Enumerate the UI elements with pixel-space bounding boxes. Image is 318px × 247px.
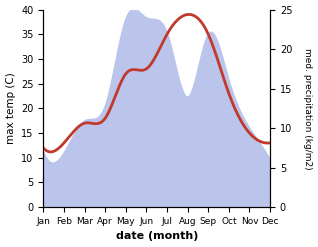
Y-axis label: max temp (C): max temp (C) — [5, 72, 16, 144]
X-axis label: date (month): date (month) — [115, 231, 198, 242]
Y-axis label: med. precipitation (kg/m2): med. precipitation (kg/m2) — [303, 48, 313, 169]
